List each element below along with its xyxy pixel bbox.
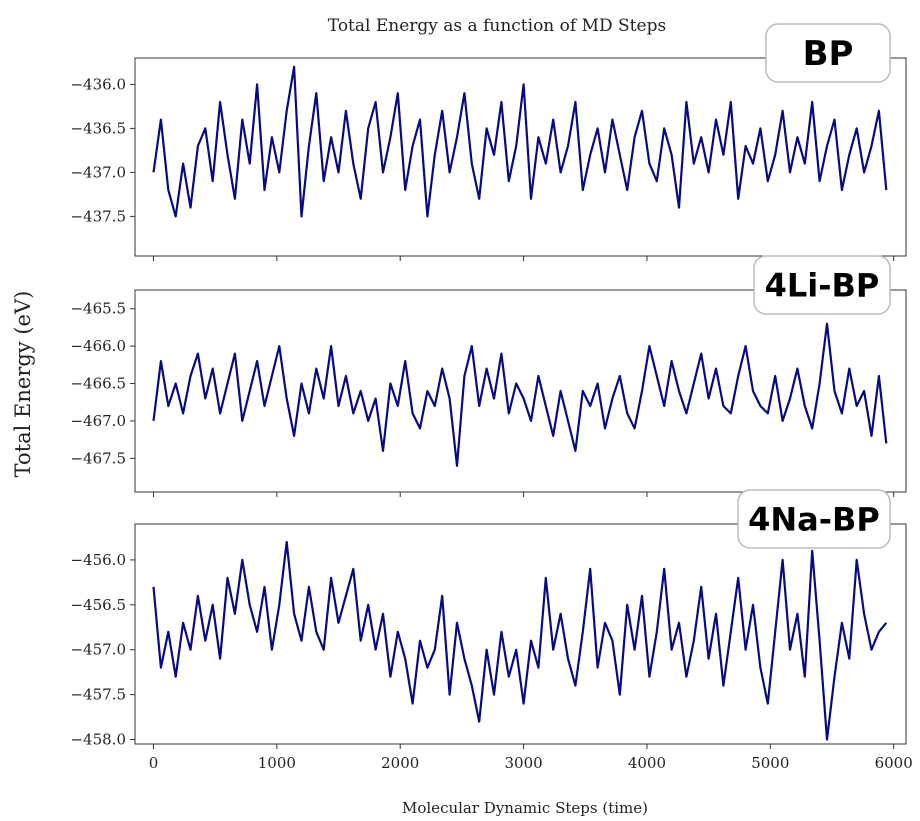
- x-tick-label: 5000: [751, 754, 789, 772]
- panel-label-badge: [765, 23, 891, 83]
- chart-panels: −436.0−436.5−437.0−437.5BP−465.5−466.0−4…: [70, 23, 913, 772]
- y-tick-label: −465.5: [70, 300, 126, 318]
- y-tick-label: −437.0: [70, 163, 126, 181]
- plot-frame: [134, 57, 907, 257]
- y-tick-label: −458.0: [70, 731, 126, 749]
- panel-3: −456.0 −456.5 −457.0 −457.5 −458.0 4Na-BP 0 100…: [70, 489, 913, 772]
- series-line: [152, 322, 888, 467]
- y-tick-label: −457.5: [70, 686, 126, 704]
- y-tick-label: −457.0: [70, 641, 126, 659]
- y-tick-label: −467.5: [70, 449, 126, 467]
- panel-label: 4Li-BP: [765, 267, 880, 305]
- x-axis-label: Molecular Dynamic Steps (time): [402, 799, 648, 817]
- y-tick-label: −436.5: [70, 119, 126, 137]
- x-tick-label: 3000: [504, 754, 542, 772]
- panel-label: BP: [803, 34, 854, 74]
- x-tick-label: 0: [149, 754, 159, 772]
- y-tick-label: −467.0: [70, 412, 126, 430]
- series-line: [152, 540, 888, 741]
- y-axis-label: Total Energy (eV): [11, 291, 35, 478]
- panel-label-badge: [737, 489, 891, 549]
- panel-label: 4Na-BP: [748, 501, 880, 539]
- chart-title: Total Energy as a function of MD Steps: [328, 16, 666, 36]
- y-tick-label: −436.0: [70, 75, 126, 93]
- panel-label-badge: [753, 255, 891, 315]
- x-tick-label: 1000: [258, 754, 296, 772]
- y-tick-label: −466.0: [70, 337, 126, 355]
- y-tick-label: −456.0: [70, 551, 126, 569]
- y-tick-label: −437.5: [70, 207, 126, 225]
- plot-frame: [134, 523, 907, 745]
- panel-2: −465.5 −466.0 −466.5 −467.0 −467.5 4Li-BP: [70, 255, 907, 497]
- y-tick-label: −466.5: [70, 375, 126, 393]
- x-tick-label: 4000: [628, 754, 666, 772]
- x-tick-label: 6000: [875, 754, 913, 772]
- x-tick-label: 2000: [381, 754, 419, 772]
- y-tick-label: −456.5: [70, 596, 126, 614]
- panel-1: −436.0 −436.5 −437.0 −437.5 BP: [70, 23, 907, 261]
- series-line: [152, 65, 888, 218]
